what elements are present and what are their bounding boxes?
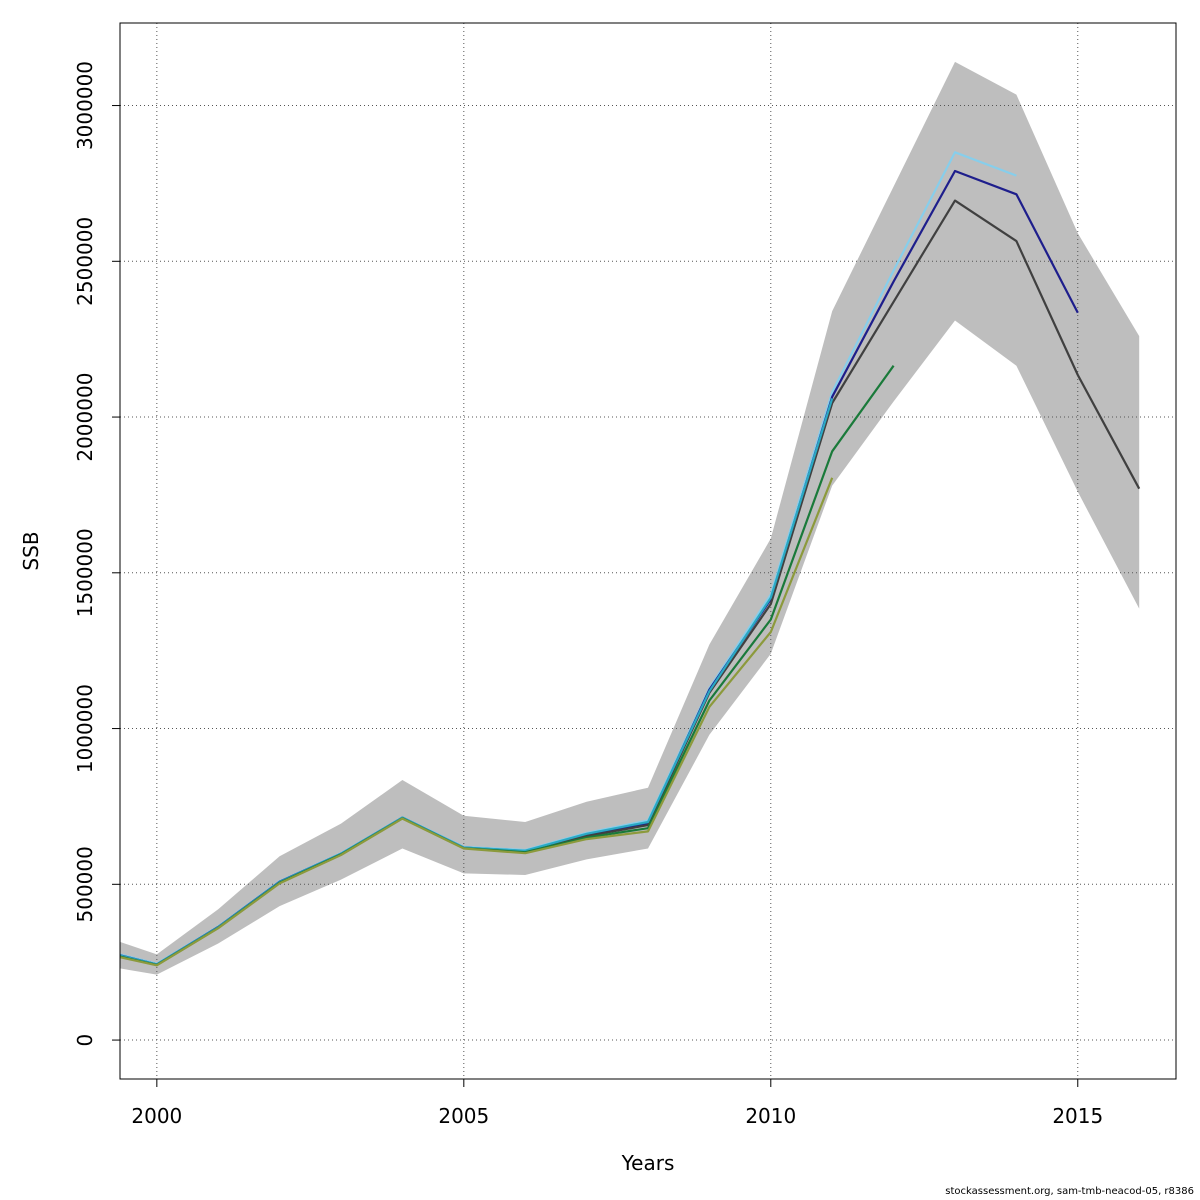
- x-tick-label: 2005: [438, 1104, 489, 1128]
- grid-layer: [120, 23, 1176, 1079]
- y-tick-label: 0: [73, 1034, 97, 1047]
- y-tick-label: 1500000: [73, 528, 97, 617]
- y-tick-label: 2000000: [73, 373, 97, 462]
- confidence-band-layer: [120, 61, 1140, 975]
- x-axis-label: Years: [621, 1151, 675, 1175]
- y-tick-label: 2500000: [73, 217, 97, 306]
- series-line-5: [119, 365, 895, 967]
- x-tick-label: 2010: [745, 1104, 796, 1128]
- y-tick-label: 500000: [73, 846, 97, 922]
- series-layer: [119, 151, 1141, 967]
- x-tick-label: 2015: [1052, 1104, 1103, 1128]
- y-axis-label: SSB: [19, 531, 43, 570]
- y-tick-label: 1000000: [73, 684, 97, 773]
- y-tick-label: 3000000: [73, 61, 97, 150]
- series-line-6: [119, 477, 834, 967]
- confidence-band: [120, 61, 1140, 975]
- footer-credit: stockassessment.org, sam-tmb-neacod-05, …: [945, 1186, 1194, 1197]
- x-tick-label: 2000: [131, 1104, 182, 1128]
- axis-layer: 2000 2005 2010 2015 0 500000 1000000 1500000 200…: [73, 61, 1103, 1128]
